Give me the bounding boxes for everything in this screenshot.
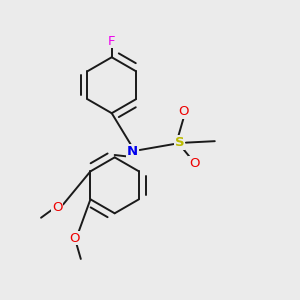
Text: F: F (108, 34, 116, 48)
Text: O: O (189, 157, 200, 170)
Text: O: O (52, 201, 62, 214)
Text: S: S (175, 136, 184, 149)
Text: N: N (127, 145, 138, 158)
Text: O: O (178, 105, 189, 118)
Text: O: O (70, 232, 80, 245)
